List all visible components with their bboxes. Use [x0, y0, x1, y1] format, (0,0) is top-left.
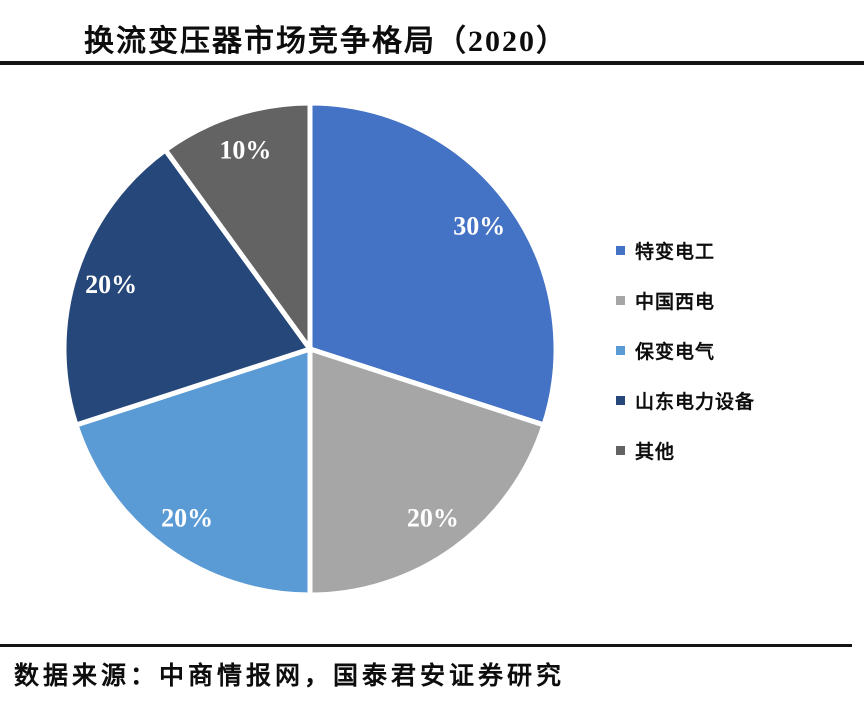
chart-title: 换流变压器市场竞争格局（2020）	[84, 25, 568, 58]
legend-swatch-icon	[616, 395, 625, 405]
legend-label: 保变电气	[635, 341, 716, 363]
legend-item-baobian: 保变电气	[616, 338, 755, 363]
pie-slice-label-4: 10%	[219, 136, 271, 165]
legend-label: 山东电力设备	[635, 391, 756, 413]
pie-slice-label-3: 20%	[85, 270, 137, 299]
legend-swatch-icon	[616, 295, 625, 305]
legend-item-tbea: 特变电工	[616, 238, 755, 263]
pie-slice-label-0: 30%	[453, 212, 505, 241]
pie-slice-0	[307, 100, 559, 428]
legend-label: 其他	[635, 441, 676, 463]
legend-label: 中国西电	[635, 291, 716, 313]
pie-slice-1	[307, 346, 547, 598]
legend-swatch-icon	[616, 345, 625, 355]
pie-slice-2	[73, 346, 313, 598]
legend-item-others: 其他	[616, 438, 755, 463]
footer-divider-rule	[0, 644, 852, 647]
title-divider-rule	[0, 61, 864, 65]
pie-slice-label-1: 20%	[407, 504, 459, 533]
legend-label: 特变电工	[635, 241, 716, 263]
pie-slice-4	[162, 100, 313, 352]
pie-slice-label-2: 20%	[161, 504, 213, 533]
data-source-note: 数据来源：中商情报网，国泰君安证券研究	[14, 663, 566, 690]
legend-item-china-xd: 中国西电	[616, 288, 755, 313]
legend-item-shandong-power: 山东电力设备	[616, 388, 756, 413]
pie-slice-3	[61, 147, 313, 428]
legend-swatch-icon	[616, 245, 625, 255]
legend-swatch-icon	[616, 445, 625, 455]
pie-legend: 特变电工 中国西电 保变电气 山东电力设备 其他	[616, 238, 755, 488]
